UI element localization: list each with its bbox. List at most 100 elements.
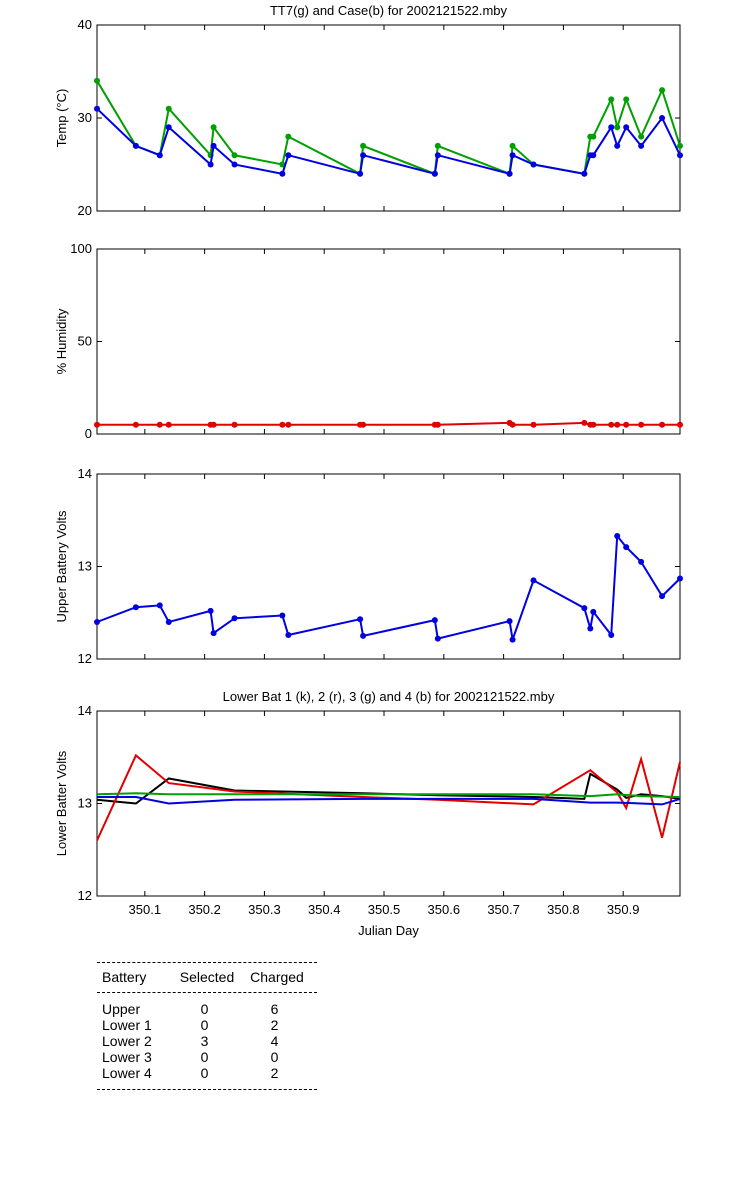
data-point: [659, 593, 666, 600]
x-tick-label: 350.3: [248, 902, 281, 917]
y-tick-label: 50: [78, 334, 92, 349]
data-point: [638, 558, 645, 565]
data-point: [638, 142, 645, 149]
data-point: [431, 170, 438, 177]
x-tick-label: 350.8: [547, 902, 580, 917]
charged-count: 0: [270, 1049, 279, 1065]
table-top-rule: [97, 962, 317, 963]
data-point: [279, 612, 286, 619]
data-point: [581, 419, 588, 426]
data-point: [132, 604, 139, 611]
x-tick-label: 350.7: [487, 902, 520, 917]
data-point: [677, 421, 683, 428]
data-point: [165, 421, 172, 428]
plot-frame: [96, 473, 681, 660]
charged-count: 2: [270, 1017, 279, 1033]
data-point: [165, 105, 172, 112]
data-point: [94, 105, 100, 112]
data-point: [506, 170, 513, 177]
battery-name: Lower 2: [102, 1033, 152, 1049]
data-point: [360, 632, 367, 639]
table-header-rule: [97, 992, 317, 993]
data-point: [231, 152, 238, 159]
data-point: [434, 635, 441, 642]
data-point: [231, 421, 238, 428]
table-row: Lower 1 0 2: [97, 1017, 317, 1033]
data-point: [677, 142, 683, 149]
data-point: [614, 142, 621, 149]
data-point: [210, 421, 217, 428]
y-tick-label: 13: [78, 796, 92, 811]
data-point: [677, 152, 683, 159]
data-point: [94, 619, 100, 625]
plot-frame: [96, 24, 681, 212]
table-bottom-rule: [97, 1089, 317, 1090]
x-tick-label: 350.6: [428, 902, 461, 917]
battery-name: Lower 4: [102, 1065, 152, 1081]
data-point: [530, 421, 537, 428]
data-point: [614, 421, 621, 428]
x-tick-label: 350.1: [129, 902, 162, 917]
data-point: [94, 421, 100, 428]
charged-count: 4: [270, 1033, 279, 1049]
selected-count: 0: [200, 1001, 209, 1017]
data-point: [360, 421, 367, 428]
data-point: [623, 421, 630, 428]
data-point: [590, 133, 597, 140]
data-point: [590, 421, 597, 428]
x-tick-label: 350.9: [607, 902, 640, 917]
charged-count: 6: [270, 1001, 279, 1017]
battery-name: Lower 1: [102, 1017, 152, 1033]
y-tick-label: 40: [78, 17, 92, 32]
data-point: [509, 142, 516, 149]
battery-name: Lower 3: [102, 1049, 152, 1065]
data-point: [434, 152, 441, 159]
data-point: [608, 631, 615, 638]
data-point: [659, 87, 666, 94]
data-point: [210, 124, 217, 131]
figure: 20 30 40 TT7(g) and Case(b) for 2002121522.…: [54, 3, 683, 938]
data-point: [623, 96, 630, 103]
y-tick-label: 100: [70, 241, 92, 256]
data-point: [165, 619, 172, 625]
y-axis-label: Lower Batter Volts: [54, 750, 69, 856]
data-point: [431, 617, 438, 624]
data-point: [608, 96, 615, 103]
data-point: [677, 575, 683, 582]
plot-frame: [96, 710, 681, 897]
data-point: [623, 124, 630, 131]
table-header: Battery Selected Charged: [97, 966, 317, 988]
data-point: [590, 608, 597, 615]
data-point: [285, 421, 292, 428]
selected-count: 3: [200, 1033, 209, 1049]
data-point: [581, 170, 588, 177]
data-point: [207, 607, 214, 614]
header-charged: Charged: [250, 969, 304, 985]
data-point: [530, 577, 537, 584]
data-point: [506, 618, 513, 625]
data-point: [509, 636, 516, 643]
data-point: [285, 631, 292, 638]
data-point: [509, 152, 516, 159]
data-point: [357, 616, 364, 623]
table-row: Lower 4 0 2: [97, 1065, 317, 1081]
series-line: [96, 792, 681, 798]
chart-title: Lower Bat 1 (k), 2 (r), 3 (g) and 4 (b) …: [223, 689, 555, 704]
data-point: [434, 421, 441, 428]
selected-count: 0: [200, 1049, 209, 1065]
data-point: [132, 142, 139, 149]
data-point: [638, 133, 645, 140]
y-tick-label: 14: [78, 466, 92, 481]
data-point: [279, 421, 286, 428]
table-row: Upper 0 6: [97, 1001, 317, 1017]
x-axis-label: Julian Day: [358, 923, 419, 938]
data-point: [530, 161, 537, 168]
x-tick-label: 350.5: [368, 902, 401, 917]
data-point: [614, 124, 621, 131]
y-axis-label: % Humidity: [54, 308, 69, 374]
data-point: [638, 421, 645, 428]
data-point: [659, 115, 666, 121]
plot-frame: [96, 248, 681, 435]
series-line: [97, 796, 681, 806]
table-row: Lower 3 0 0: [97, 1049, 317, 1065]
